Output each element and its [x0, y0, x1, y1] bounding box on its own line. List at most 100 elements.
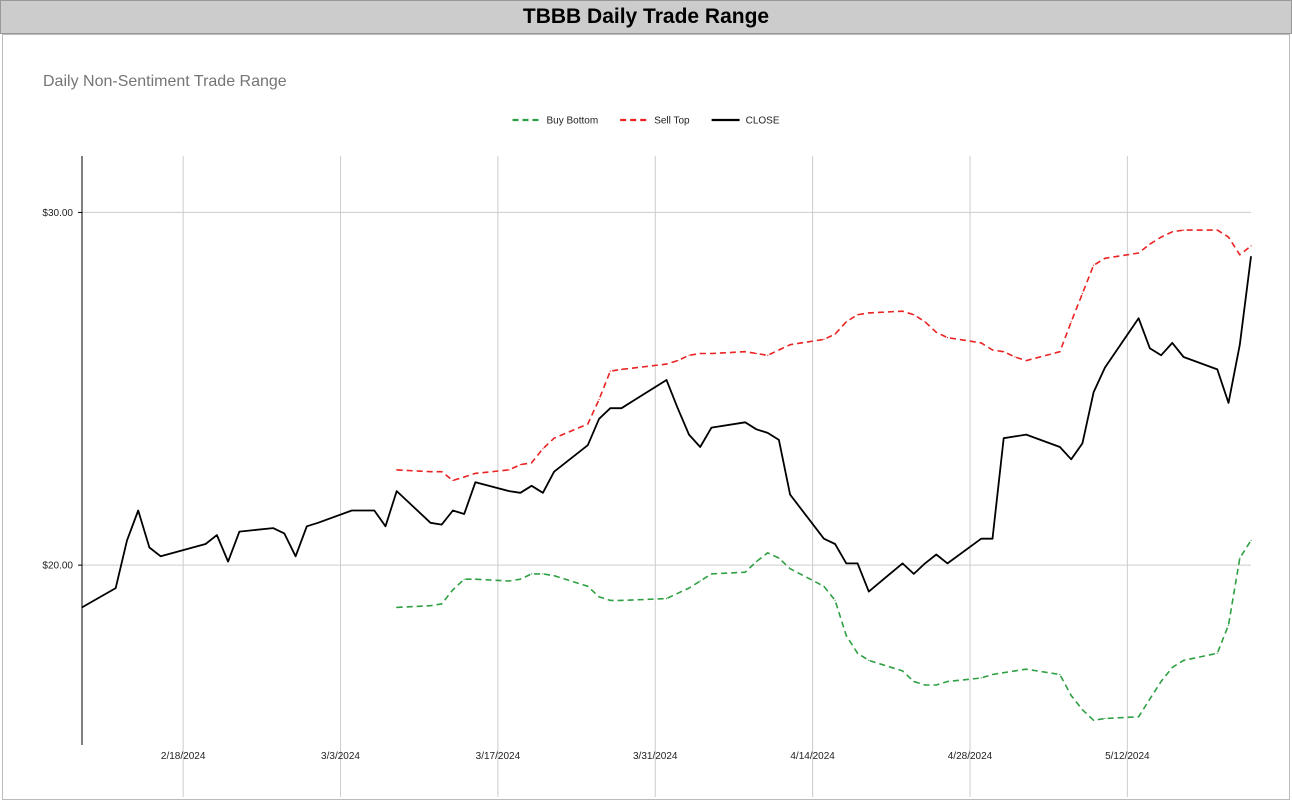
data-point [834, 333, 836, 335]
data-point [620, 368, 623, 370]
data-point [755, 561, 758, 563]
data-point [755, 352, 758, 355]
axes: 2/18/2024 3/3/2024 3/17/2024 3/31/2024 4/14/… [42, 156, 1150, 762]
data-point [1227, 624, 1230, 626]
data-point [1183, 659, 1185, 662]
data-point [1025, 668, 1027, 670]
data-point [598, 398, 600, 400]
data-point [452, 589, 454, 591]
data-point [823, 538, 825, 540]
series-sell-top [396, 229, 1252, 482]
data-point [429, 605, 432, 607]
data-point [1239, 344, 1241, 346]
data-point [924, 684, 926, 686]
data-point [935, 684, 937, 686]
data-point [1093, 264, 1095, 266]
data-point [868, 312, 870, 314]
data-point [396, 469, 398, 471]
data-point [913, 680, 915, 683]
data-point [148, 546, 150, 549]
data-point [710, 352, 713, 355]
data-point [620, 407, 623, 409]
data-point [1227, 236, 1230, 238]
data-point [587, 444, 589, 446]
data-point [553, 437, 555, 439]
data-point [1138, 252, 1140, 254]
data-point [137, 509, 139, 512]
data-point [306, 525, 308, 527]
data-point [980, 538, 982, 540]
data-point [362, 509, 364, 512]
data-point [1149, 698, 1151, 700]
data-point [688, 354, 690, 356]
data-point [598, 418, 600, 420]
data-point [1149, 243, 1151, 245]
data-point [699, 352, 701, 355]
series-line-sell-top [396, 229, 1252, 482]
page-title: TBBB Daily Trade Range [522, 5, 770, 28]
y-tick-label: $20.00 [42, 561, 73, 572]
data-point [946, 562, 949, 565]
data-point [1003, 437, 1005, 439]
data-point [508, 469, 510, 471]
data-point [227, 561, 229, 563]
data-point [1183, 229, 1185, 231]
data-point [677, 360, 679, 362]
legend-item-close[interactable]: CLOSE [711, 116, 780, 127]
y-tick-label: $30.00 [42, 208, 73, 219]
data-point [1104, 367, 1106, 369]
data-point [946, 680, 949, 683]
data-point [744, 351, 746, 353]
data-point [980, 677, 982, 679]
data-point [542, 492, 544, 494]
data-point [373, 509, 375, 512]
data-point [935, 553, 937, 556]
data-point [857, 314, 859, 316]
legend-label-buy-bottom: Buy Bottom [546, 116, 598, 127]
data-point [845, 635, 847, 637]
legend-item-buy-bottom[interactable]: Buy Bottom [512, 116, 598, 127]
data-point [384, 525, 387, 527]
data-point [1250, 539, 1252, 542]
data-point [991, 673, 994, 676]
data-point [531, 485, 533, 487]
data-point [744, 421, 746, 423]
data-point [924, 562, 926, 565]
data-point [1216, 229, 1218, 231]
data-point [845, 562, 847, 565]
data-point [463, 578, 465, 580]
data-point [351, 509, 353, 512]
series-close [81, 255, 1252, 609]
data-point [1250, 245, 1252, 247]
data-point [1014, 670, 1016, 672]
data-point [519, 492, 522, 494]
data-point [441, 603, 443, 605]
data-point [789, 568, 791, 570]
data-point [1104, 717, 1106, 720]
gridlines [82, 156, 1251, 797]
data-point [1003, 351, 1005, 353]
x-tick-label: 5/12/2024 [1105, 751, 1150, 762]
data-point [699, 580, 701, 582]
data-point [1149, 347, 1151, 349]
data-point [115, 587, 117, 589]
data-point [1025, 434, 1027, 436]
data-point [665, 379, 668, 381]
data-point [868, 659, 870, 662]
data-point [1059, 673, 1061, 676]
legend-item-sell-top[interactable]: Sell Top [620, 116, 690, 127]
data-point [620, 599, 623, 602]
data-point [205, 543, 207, 545]
data-point [1160, 680, 1162, 683]
data-point [688, 434, 690, 436]
data-point [665, 363, 668, 365]
series-line-buy-bottom [396, 539, 1252, 722]
chart-legend[interactable]: Buy Bottom Sell Top CLOSE [512, 116, 780, 127]
data-point [452, 509, 454, 512]
page-header: TBBB Daily Trade Range [0, 0, 1292, 34]
data-point [845, 321, 847, 323]
data-point [1239, 254, 1241, 256]
data-point [823, 338, 825, 340]
chart-title: Daily Non-Sentiment Trade Range [43, 73, 287, 90]
